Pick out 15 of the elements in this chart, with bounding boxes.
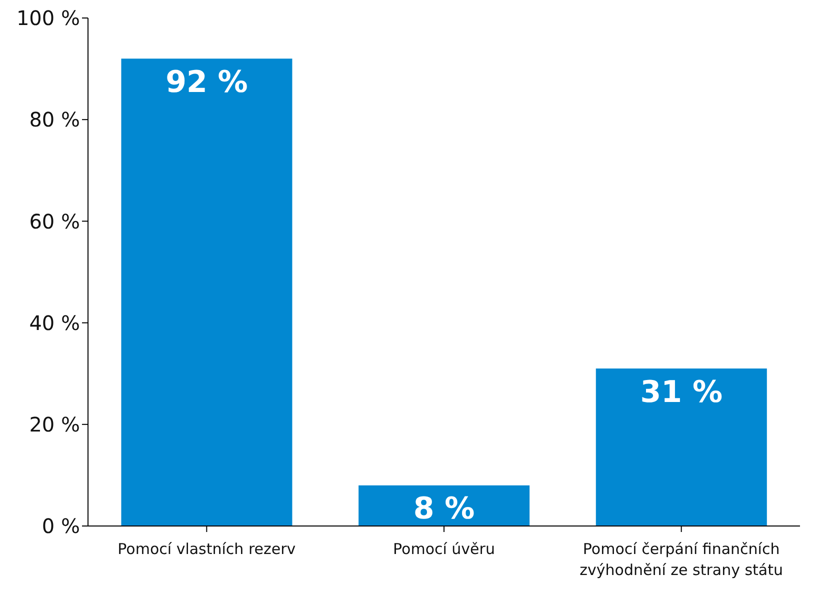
x-tick-label: Pomocí úvěru — [393, 540, 495, 558]
data-label: 8 % — [413, 492, 475, 527]
y-tick-label: 0 % — [42, 514, 80, 538]
y-tick-label: 20 % — [29, 412, 80, 436]
bar — [358, 485, 530, 526]
y-tick-label: 80 % — [29, 108, 80, 132]
x-tick-label: Pomocí čerpání finančních zvýhodnění ze strany státu — [580, 540, 784, 579]
bar — [121, 58, 292, 526]
data-label: 31 % — [640, 374, 723, 410]
y-tick-label: 100 % — [16, 6, 80, 30]
bar — [596, 368, 767, 526]
data-label: 92 % — [166, 64, 248, 100]
x-tick-label: Pomocí vlastních rezerv — [118, 540, 296, 558]
y-tick-label: 60 % — [29, 209, 80, 234]
y-tick-label: 40 % — [29, 310, 80, 335]
